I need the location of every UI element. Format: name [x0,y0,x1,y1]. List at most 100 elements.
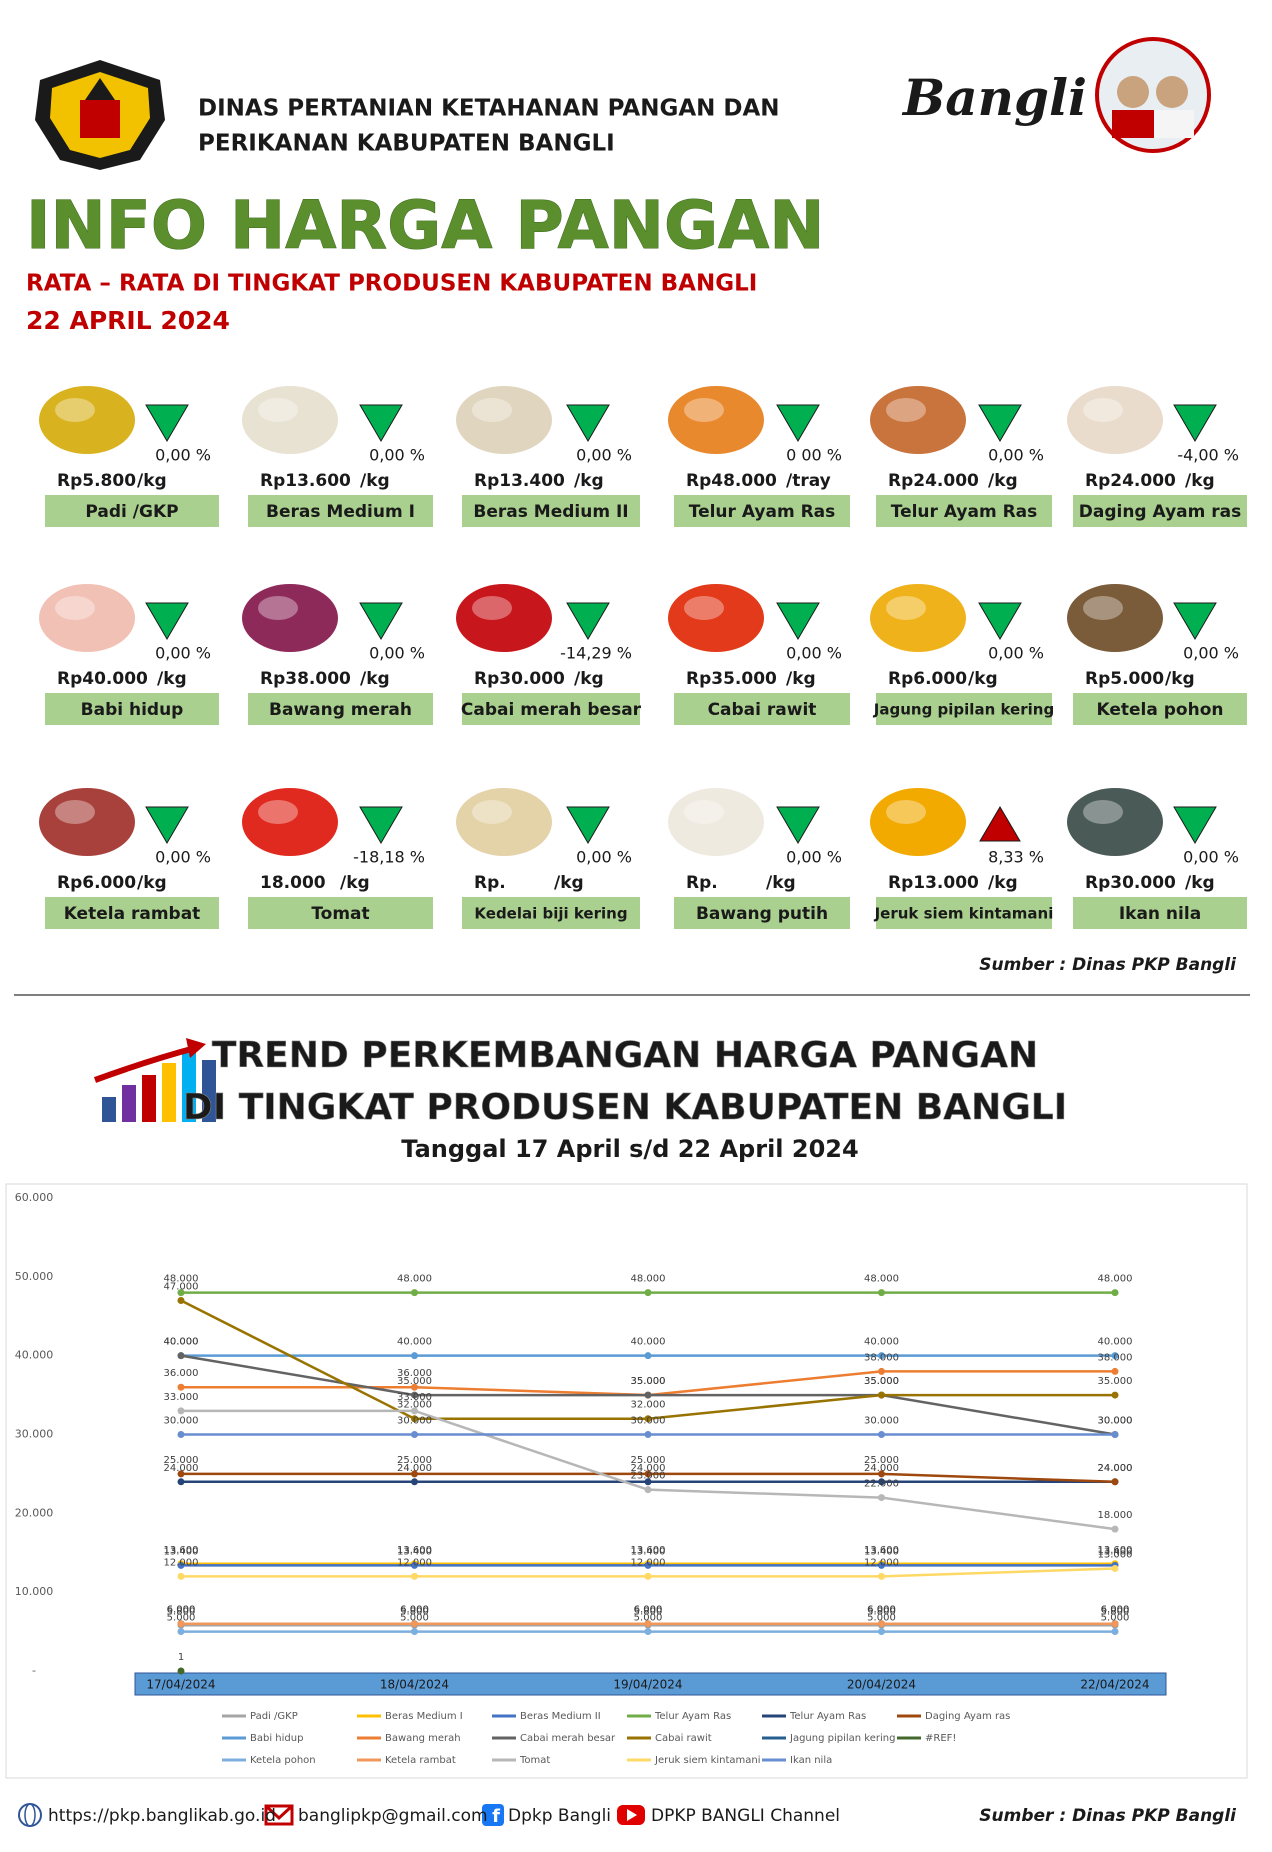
x-tick-label: 19/04/2024 [613,1678,682,1692]
product-card: 0,00 % Rp5.000/kg Ketela pohon [1067,584,1247,725]
x-tick-label: 20/04/2024 [847,1678,916,1692]
point [177,1478,185,1486]
y-tick-label: 40.000 [15,1349,54,1362]
product-card: -14,29 % Rp30.000/kg Cabai merah besar [456,584,642,725]
data-label: 13.600 [1098,1545,1133,1556]
product-card: -4,00 %Rp24.000/kg Daging Ayam ras [1067,386,1247,527]
legend-label: Daging Ayam ras [925,1711,1010,1722]
subtitle: RATA – RATA DI TINGKAT PRODUSEN KABUPATE… [26,271,757,297]
product-name: Ketela rambat [64,904,201,924]
product-card: 0,00 % Rp35.000/kg Cabai rawit [668,584,850,725]
price: Rp13.600 [260,471,351,491]
product-image [668,584,764,652]
product-name: Ketela pohon [1096,700,1223,720]
name-bar [462,495,640,527]
data-label: 6.000 [400,1605,429,1616]
footer-source: Sumber : Dinas PKP Bangli [979,1806,1237,1826]
point [411,1431,418,1438]
product-name: Ikan nila [1119,904,1201,924]
point [644,1561,652,1569]
legend-label: Telur Ayam Ras [789,1711,866,1722]
point [411,1561,418,1569]
trend-down-arrow [978,404,1022,442]
trend-icon [93,1038,216,1122]
product-name: Telur Ayam Ras [891,502,1038,522]
point [177,1352,185,1360]
unit: /tray [786,471,831,491]
point [411,1628,418,1636]
youtube: DPKP BANGLI Channel [651,1806,840,1826]
name-bar [674,897,850,929]
point [1111,1628,1119,1636]
unit: /kg [554,873,584,893]
data-label: 13.600 [164,1545,199,1556]
product-name: Daging Ayam ras [1079,502,1241,522]
point [411,1415,418,1423]
trend-down-arrow [145,404,189,442]
change: 0,00 % [155,644,211,663]
change: 0,00 % [988,446,1044,465]
data-label: 22.000 [864,1479,899,1490]
data-label: 6.000 [634,1605,663,1616]
point [878,1628,885,1636]
data-label: 13.400 [164,1546,199,1557]
data-label: 35.000 [864,1376,899,1387]
data-label: 6.000 [1101,1605,1130,1616]
data-label: 5.000 [1101,1613,1130,1624]
data-label: 24.000 [164,1463,199,1474]
point [177,1470,185,1478]
unit: /kg [574,669,604,689]
data-label: 5.000 [400,1613,429,1624]
point [177,1383,185,1391]
product-name: Tomat [311,904,369,924]
product-image-shade [55,398,95,422]
data-label: 40.000 [397,1337,432,1348]
data-label: 5.800 [1101,1606,1130,1617]
product-image [242,386,338,454]
change: 0,00 % [786,644,842,663]
change: 0,00 % [576,848,632,867]
price: Rp48.000 [686,471,777,491]
point [177,1296,185,1304]
unit: /kg [988,471,1018,491]
data-label: 13.600 [397,1545,432,1556]
unit: /kg [340,873,370,893]
data-label: 6.000 [867,1605,896,1616]
point [878,1494,885,1502]
data-label: 13.400 [631,1546,666,1557]
product-image-shade [1083,398,1123,422]
data-label: 32.000 [397,1400,432,1411]
point [411,1620,418,1628]
point [644,1478,652,1486]
unit: /kg [766,873,796,893]
legend-label: Beras Medium II [520,1711,601,1722]
data-label: 12.000 [164,1557,199,1568]
legend-label: Jagung pipilan kering [789,1733,895,1744]
unit: /kg [157,669,187,689]
email: banglipkp@gmail.com [298,1806,488,1826]
product-image-shade [684,398,724,422]
point [644,1431,652,1438]
unit: /kg [360,471,390,491]
product-card: 0,00 % Rp13.600/kg Beras Medium I [242,386,433,527]
product-image-shade [1083,596,1123,620]
product-image-shade [1083,800,1123,824]
data-label: 13.400 [1098,1546,1133,1557]
product-name: Beras Medium II [473,502,628,522]
product-image [870,584,966,652]
product-grid: 0,00 % Rp5.800/kg Padi /GKP 0,00 % Rp13.600 /… [39,386,1247,929]
org-line: PERIKANAN KABUPATEN BANGLI [198,131,615,157]
y-tick-label: 60.000 [15,1191,54,1204]
change: -4,00 % [1177,446,1239,465]
product-image [242,788,338,856]
point [644,1391,652,1399]
product-image [456,386,552,454]
legend-label: Ketela pohon [250,1755,316,1766]
data-label: 25.000 [864,1455,899,1466]
product-name: Cabai merah besar [461,700,642,720]
point [411,1289,418,1297]
product-name: Cabai rawit [708,700,817,720]
price: Rp13.000 [888,873,979,893]
data-label: 30.000 [397,1416,432,1427]
